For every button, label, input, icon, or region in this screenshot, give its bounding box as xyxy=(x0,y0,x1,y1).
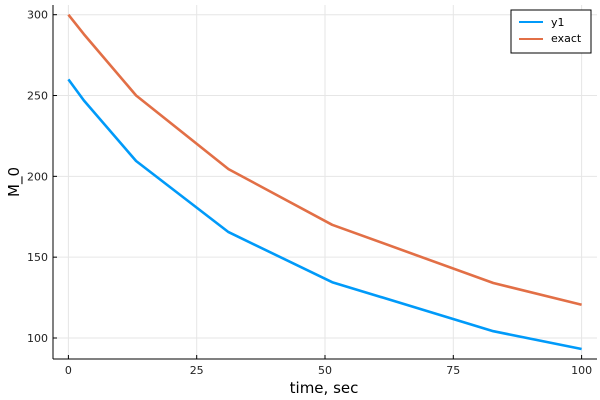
tick-labels: 0 25 50 75 100 100 150 200 250 300 xyxy=(27,9,592,377)
x-tick-label: 100 xyxy=(571,364,592,377)
x-tick-label: 50 xyxy=(318,364,332,377)
x-tick-label: 75 xyxy=(446,364,460,377)
series-lines xyxy=(67,13,582,351)
y-tick-label: 100 xyxy=(27,332,48,345)
legend: y1 exact xyxy=(510,9,592,54)
axes xyxy=(52,5,597,360)
x-tick-label: 0 xyxy=(65,364,72,377)
series-line-y1 xyxy=(67,78,582,351)
grid xyxy=(53,5,597,359)
y-tick-label: 250 xyxy=(27,90,48,103)
legend-label-exact: exact xyxy=(551,32,582,45)
y-tick-label: 200 xyxy=(27,170,48,183)
legend-box xyxy=(510,9,592,54)
y-axis-label: M_0 xyxy=(5,167,24,197)
legend-label-y1: y1 xyxy=(551,16,565,29)
series-line-exact xyxy=(67,13,582,307)
y-tick-label: 300 xyxy=(27,9,48,22)
x-axis-label: time, sec xyxy=(290,379,359,397)
y-tick-label: 150 xyxy=(27,251,48,264)
x-tick-label: 25 xyxy=(190,364,204,377)
